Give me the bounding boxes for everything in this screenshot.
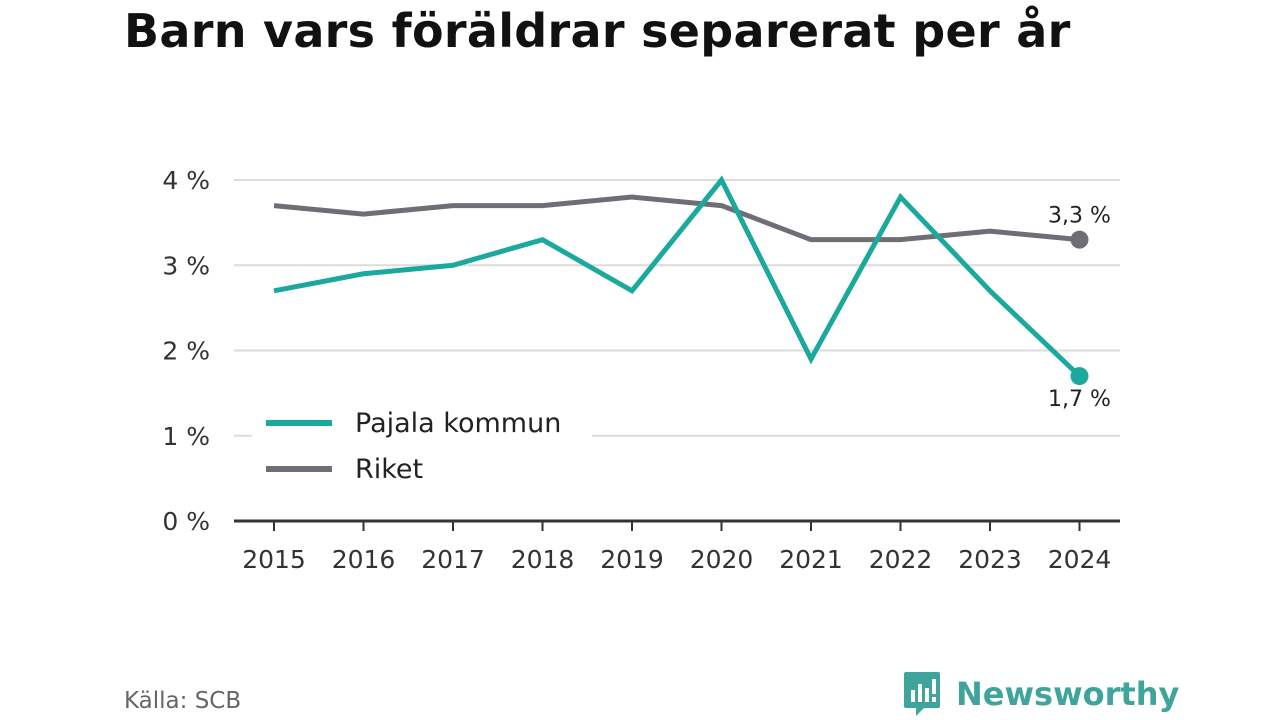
legend: Pajala kommun Riket <box>252 400 592 500</box>
source-note: Källa: SCB <box>124 688 242 714</box>
y-tick-label: 4 % <box>162 166 210 195</box>
legend-label-riket: Riket <box>355 454 423 485</box>
chart-title: Barn vars föräldrar separerat per år <box>124 4 1071 58</box>
x-axis: 2015 2016 2017 2018 2019 2020 2021 2022 2023 2024 <box>234 519 1120 574</box>
y-tick-label: 0 % <box>162 507 210 536</box>
x-tick-label: 2017 <box>421 545 485 574</box>
y-tick-label: 1 % <box>162 422 210 451</box>
brand-logo: Newsworthy <box>902 670 1179 718</box>
y-axis-ticks: 0 % 1 % 2 % 3 % 4 % <box>162 166 210 536</box>
legend-background <box>252 400 592 500</box>
x-tick-label: 2016 <box>332 545 396 574</box>
x-tick-label: 2019 <box>600 545 664 574</box>
series-line-riket <box>273 194 1080 243</box>
x-tick-label: 2018 <box>511 545 575 574</box>
x-tick-label: 2021 <box>779 545 843 574</box>
y-tick-label: 3 % <box>162 251 210 280</box>
series-lines <box>273 175 1089 386</box>
x-tick-label: 2022 <box>869 545 933 574</box>
x-tick-label: 2015 <box>242 545 306 574</box>
legend-label-pajala-kommun: Pajala kommun <box>355 408 561 439</box>
newsworthy-logo-icon <box>904 672 940 716</box>
end-label-pajala-kommun: 1,7 % <box>1048 387 1111 412</box>
x-tick-label: 2024 <box>1048 545 1112 574</box>
y-tick-label: 2 % <box>162 337 210 366</box>
series-line-pajala-kommun <box>273 175 1082 378</box>
x-tick-label: 2023 <box>958 545 1022 574</box>
brand-name: Newsworthy <box>956 675 1180 713</box>
end-label-riket: 3,3 % <box>1048 204 1111 229</box>
gridlines <box>234 179 1120 437</box>
end-point-pajala-kommun <box>1070 367 1089 386</box>
end-labels: 3,3 % 1,7 % <box>1048 204 1111 412</box>
end-point-riket <box>1070 230 1089 249</box>
x-tick-label: 2020 <box>690 545 754 574</box>
